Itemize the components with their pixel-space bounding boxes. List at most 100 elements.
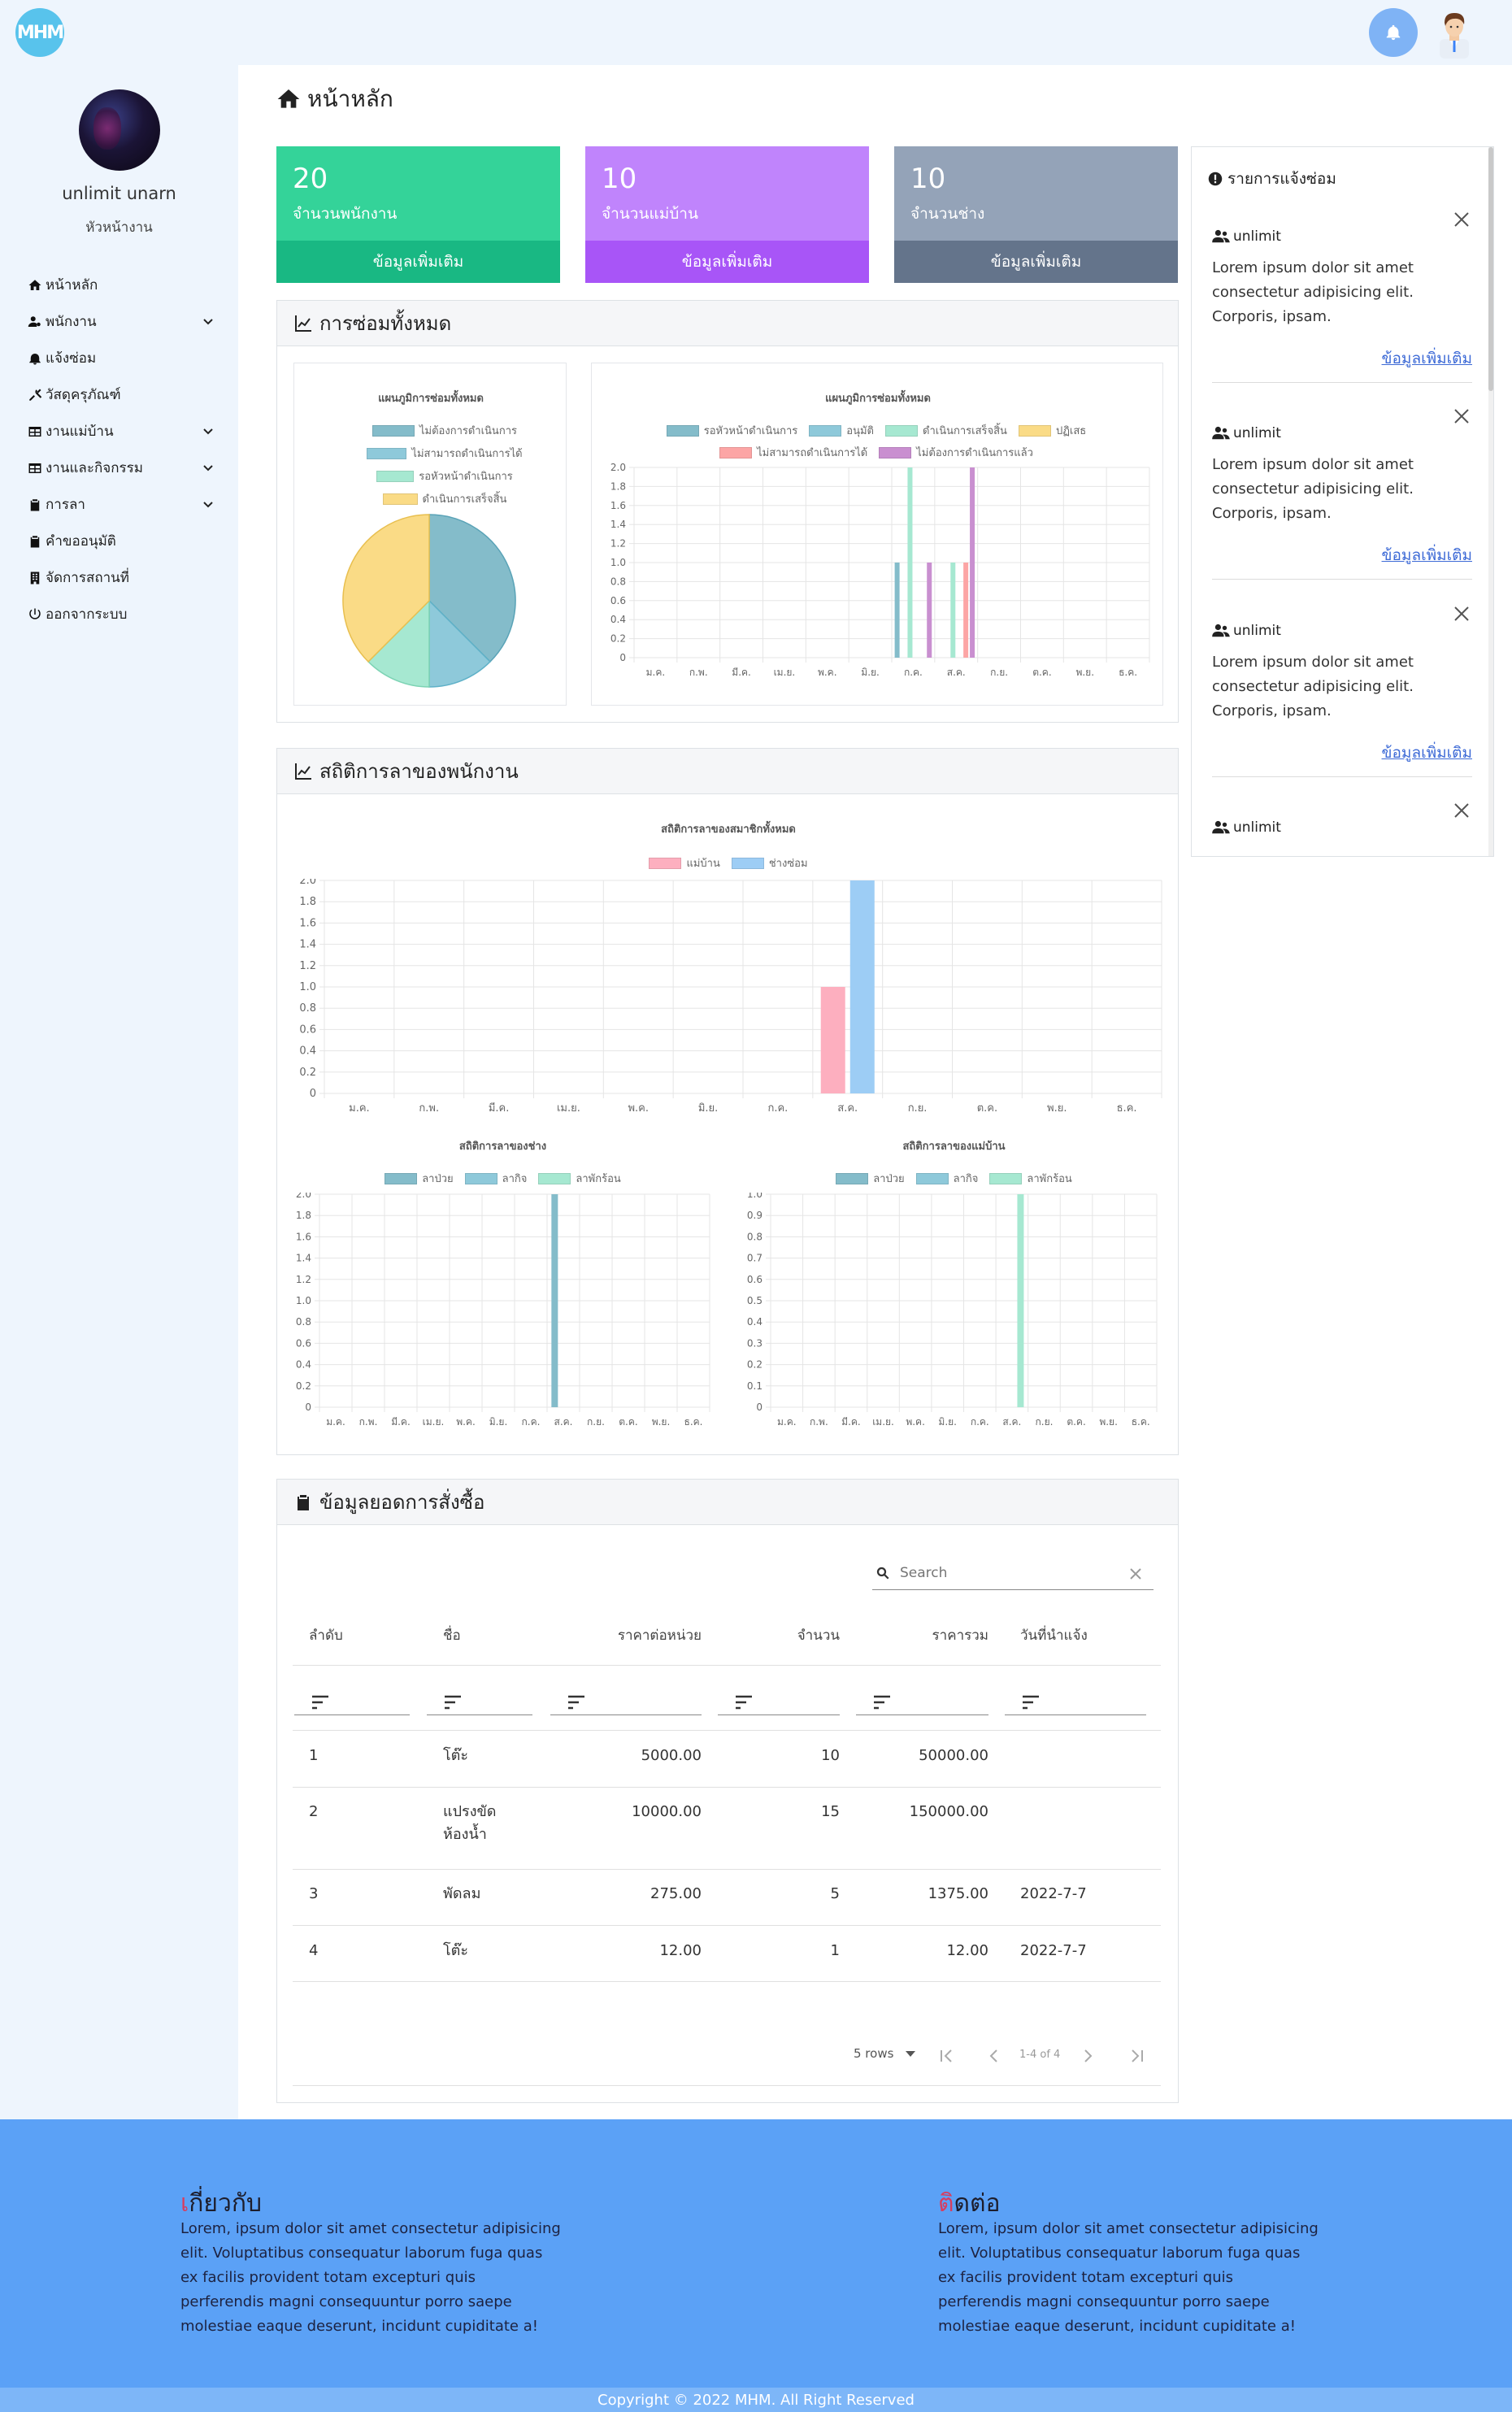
- last-page-icon[interactable]: [1128, 2049, 1145, 2063]
- filter-no[interactable]: [294, 1683, 410, 1715]
- scrollbar-thumb[interactable]: [1488, 147, 1493, 391]
- x-tick-label: ม.ค.: [326, 1416, 345, 1428]
- legend-item[interactable]: รอหัวหน้าดำเนินการ: [351, 467, 538, 485]
- app-logo[interactable]: MHM: [15, 8, 64, 57]
- legend-swatch: [1018, 424, 1051, 437]
- legend-item[interactable]: อนุมัติ: [809, 422, 874, 439]
- filter-name[interactable]: [427, 1683, 532, 1715]
- notification-user: unlimit: [1212, 228, 1281, 245]
- sidebar-item-leave[interactable]: การลา: [28, 486, 215, 523]
- x-tick-label: ม.ค.: [777, 1416, 797, 1428]
- sidebar-item-locations[interactable]: จัดการสถานที่: [28, 559, 215, 596]
- column-header-total[interactable]: ราคารวม: [932, 1628, 988, 1644]
- notification-more-link[interactable]: ข้อมูลเพิ่มเติม: [1381, 744, 1472, 762]
- sidebar-item-employees[interactable]: พนักงาน: [28, 303, 215, 340]
- filter-date[interactable]: [1005, 1683, 1146, 1715]
- sidebar-item-repair-request[interactable]: แจ้งซ่อม: [28, 340, 215, 376]
- filter-icon: [312, 1695, 328, 1710]
- column-header-qty[interactable]: จำนวน: [797, 1628, 840, 1644]
- y-tick-label: 0.2: [296, 1380, 311, 1392]
- sidebar-item-label: งานแม่บ้าน: [46, 424, 114, 440]
- sidebar-item-equipment[interactable]: วัสดุครุภัณฑ์: [28, 376, 215, 413]
- bell-icon: [29, 353, 41, 364]
- chevron-down-icon[interactable]: [202, 461, 215, 474]
- sidebar-item-housekeeping[interactable]: งานแม่บ้าน: [28, 413, 215, 450]
- chevron-down-icon[interactable]: [202, 498, 215, 511]
- notification-more-link[interactable]: ข้อมูลเพิ่มเติม: [1381, 546, 1472, 564]
- legend-item[interactable]: ลาพักร้อน: [989, 1170, 1072, 1187]
- filter-total[interactable]: [856, 1683, 988, 1715]
- legend-label: ลาพักร้อน: [1027, 1173, 1072, 1185]
- bar[interactable]: [927, 563, 932, 658]
- legend-item[interactable]: ลากิจ: [915, 1170, 978, 1187]
- legend-item[interactable]: ไม่สามารถดำเนินการได้: [719, 444, 867, 461]
- bar[interactable]: [820, 987, 845, 1093]
- bar[interactable]: [551, 1194, 558, 1407]
- chart-legend: ลาป่วย ลากิจ ลาพักร้อน: [745, 1170, 1163, 1187]
- notification-more-link[interactable]: ข้อมูลเพิ่มเติม: [1381, 350, 1472, 367]
- filter-unit-price[interactable]: [550, 1683, 702, 1715]
- column-header-no[interactable]: ลำดับ: [309, 1628, 343, 1644]
- pie-slice[interactable]: [367, 599, 430, 688]
- stat-value: 10: [602, 163, 637, 195]
- bar[interactable]: [849, 880, 875, 1093]
- legend-item[interactable]: ดำเนินการเสร็จสิ้น: [885, 422, 1007, 439]
- sidebar-item-approval-requests[interactable]: คำขออนุมัติ: [28, 523, 215, 559]
- legend-item[interactable]: ช่างซ่อม: [731, 854, 808, 871]
- profile-avatar[interactable]: [79, 89, 160, 171]
- legend-item[interactable]: ไม่สามารถดำเนินการได้: [351, 445, 538, 462]
- legend-item[interactable]: รอหัวหน้าดำเนินการ: [666, 422, 797, 439]
- prev-page-icon[interactable]: [988, 2049, 1001, 2063]
- legend-item[interactable]: ลากิจ: [464, 1170, 528, 1187]
- notification-bell-button[interactable]: [1369, 8, 1418, 57]
- close-icon[interactable]: [1451, 406, 1472, 427]
- x-tick-label: ธ.ค.: [1119, 667, 1137, 678]
- bar[interactable]: [970, 467, 975, 658]
- pie-slice[interactable]: [428, 514, 516, 663]
- search-input[interactable]: [900, 1561, 1111, 1585]
- divider: [293, 1925, 1161, 1926]
- clear-search-icon[interactable]: [1129, 1567, 1142, 1580]
- legend-item[interactable]: ปฏิเสธ: [1018, 422, 1086, 439]
- column-header-date[interactable]: วันที่นำแจ้ง: [1020, 1628, 1088, 1644]
- building-icon: [30, 571, 40, 584]
- legend-item[interactable]: ไม่ต้องการดำเนินการแล้ว: [879, 444, 1033, 461]
- close-icon[interactable]: [1451, 209, 1472, 230]
- bar[interactable]: [950, 563, 956, 658]
- y-tick-label: 0.3: [747, 1337, 763, 1349]
- column-header-unit-price[interactable]: ราคาต่อหน่วย: [617, 1628, 702, 1644]
- sidebar-item-logout[interactable]: ออกจากระบบ: [28, 596, 215, 632]
- user-avatar[interactable]: [1428, 7, 1480, 59]
- sidebar-item-home[interactable]: หน้าหลัก: [28, 267, 215, 303]
- next-page-icon[interactable]: [1081, 2049, 1094, 2063]
- legend-item[interactable]: ลาป่วย: [836, 1170, 905, 1187]
- rows-per-page-select[interactable]: 5 rows: [854, 2046, 916, 2061]
- column-header-name[interactable]: ชื่อ: [443, 1628, 461, 1644]
- legend-item[interactable]: ลาพักร้อน: [538, 1170, 621, 1187]
- scrollbar[interactable]: [1488, 147, 1493, 856]
- bar[interactable]: [894, 563, 900, 658]
- legend-item[interactable]: ดำเนินการเสร็จสิ้น: [351, 490, 538, 507]
- bar[interactable]: [1017, 1194, 1024, 1407]
- first-page-icon[interactable]: [939, 2049, 955, 2063]
- legend-label: ลาป่วย: [873, 1173, 905, 1185]
- sidebar-item-tasks-activities[interactable]: งานและกิจกรรม: [28, 450, 215, 486]
- filter-qty[interactable]: [718, 1683, 840, 1715]
- chart-legend: ลาป่วย ลากิจ ลาพักร้อน: [293, 1170, 712, 1187]
- legend-item[interactable]: แม่บ้าน: [649, 854, 720, 871]
- pie-slice[interactable]: [428, 599, 492, 688]
- bar[interactable]: [907, 467, 913, 658]
- close-icon[interactable]: [1451, 800, 1472, 821]
- chevron-down-icon[interactable]: [202, 315, 215, 328]
- legend-item[interactable]: ไม่ต้องการดำเนินการ: [351, 422, 538, 439]
- chevron-down-icon[interactable]: [202, 424, 215, 437]
- legend-label: ลากิจ: [502, 1173, 528, 1185]
- y-tick-label: 0: [619, 652, 626, 663]
- legend-item[interactable]: ลาป่วย: [385, 1170, 454, 1187]
- close-icon[interactable]: [1451, 603, 1472, 624]
- bar[interactable]: [963, 563, 969, 658]
- stat-more-button[interactable]: ข้อมูลเพิ่มเติม: [894, 241, 1178, 283]
- pie-slice[interactable]: [342, 514, 430, 663]
- stat-more-button[interactable]: ข้อมูลเพิ่มเติม: [276, 241, 560, 283]
- stat-more-button[interactable]: ข้อมูลเพิ่มเติม: [585, 241, 869, 283]
